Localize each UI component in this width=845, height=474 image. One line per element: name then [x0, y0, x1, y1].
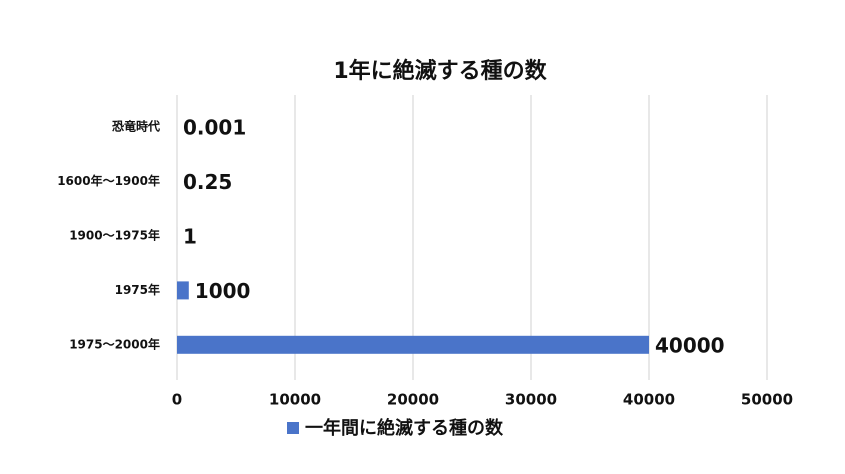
value-label: 0.25	[183, 170, 232, 194]
value-label: 1000	[195, 279, 251, 303]
x-tick-label: 10000	[269, 391, 321, 409]
x-tick-label: 50000	[741, 391, 793, 409]
value-label: 0.001	[183, 116, 246, 140]
y-tick-label: 1975年	[115, 282, 160, 297]
y-tick-label: 1900〜1975年	[69, 228, 160, 243]
bar	[177, 281, 189, 300]
x-tick-label: 0	[172, 391, 182, 409]
bar	[177, 335, 649, 354]
legend-swatch	[287, 422, 299, 434]
x-tick-label: 40000	[623, 391, 675, 409]
y-tick-label: 1975〜2000年	[69, 336, 160, 351]
value-label: 40000	[655, 333, 725, 357]
legend-label: 一年間に絶滅する種の数	[305, 417, 504, 439]
chart-title: 1年に絶滅する種の数	[333, 58, 547, 84]
y-tick-label: 1600年〜1900年	[57, 173, 160, 188]
value-label: 1	[183, 225, 197, 249]
x-tick-label: 20000	[387, 391, 439, 409]
x-tick-label: 30000	[505, 391, 557, 409]
y-tick-label: 恐竜時代	[112, 119, 160, 134]
